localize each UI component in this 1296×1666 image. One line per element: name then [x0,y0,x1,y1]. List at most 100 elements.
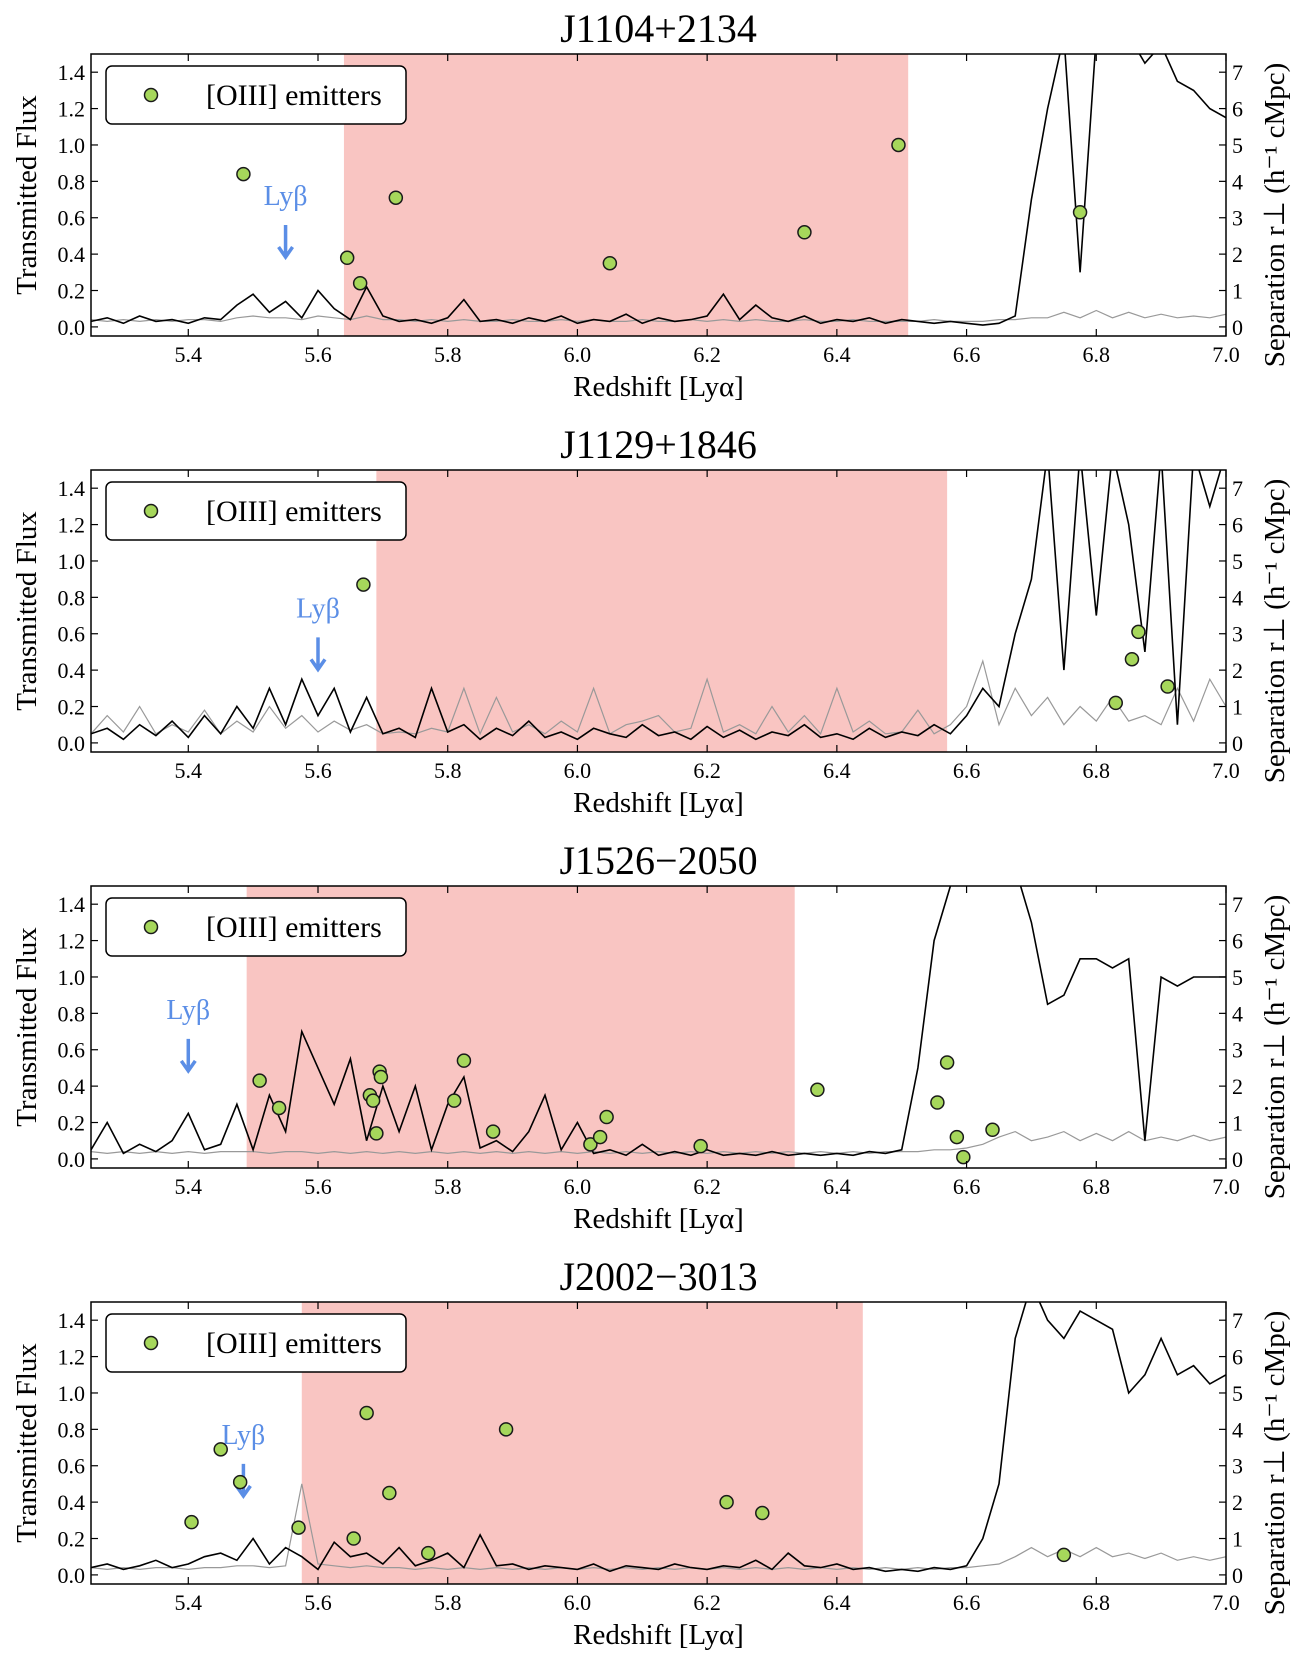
y2-tick-label: 2 [1232,1490,1243,1515]
x-tick-label: 6.2 [693,342,721,367]
y2-tick-label: 4 [1232,1001,1243,1026]
y2-tick-label: 0 [1232,1563,1243,1588]
y2-tick-label: 6 [1232,1345,1243,1370]
x-tick-label: 7.0 [1212,758,1240,783]
legend-box [105,1313,407,1373]
emitter-point [985,1122,1000,1138]
annotation-arrow [309,637,327,673]
y2-tick-label: 3 [1232,1454,1243,1479]
legend-label: [OIII] emitters [206,79,382,112]
emitter-point [939,1055,955,1070]
emitter-point [232,1474,248,1490]
panel: Lyβ [OIII] emitters J1526−2050 5.4 5.6 5.8 6.0… [11,838,1291,1235]
y2-tick-label: 4 [1232,585,1243,610]
emitter-point [421,1545,436,1561]
y2-axis-label: Separation r⊥ (h⁻¹ cMpc) [1259,1311,1291,1616]
y-tick-label: 1.4 [58,60,86,85]
y2-tick-label: 1 [1232,279,1243,304]
x-tick-label: 7.0 [1212,1590,1240,1615]
emitter-point [339,250,355,266]
y2-tick-label: 5 [1232,1381,1243,1406]
y2-tick-label: 0 [1232,731,1243,756]
emitter-point [583,1137,598,1152]
y-tick-label: 1.0 [58,549,86,574]
chart-title: J1129+1846 [560,422,757,467]
emitter-point [949,1129,965,1145]
x-tick-label: 5.6 [304,342,332,367]
y-tick-label: 1.0 [58,965,86,990]
y2-tick-label: 1 [1232,695,1243,720]
y-tick-label: 1.4 [58,476,86,501]
emitter-point [693,1138,708,1154]
highlight-span [343,54,909,336]
annotation-text: Lyβ [166,995,210,1026]
emitter-point [891,137,906,153]
legend-box [105,481,407,541]
y-tick-label: 0.8 [58,1001,86,1026]
x-tick-label: 6.8 [1083,1590,1111,1615]
panel: Lyβ [OIII] emitters J1104+2134 5.4 5.6 5.8 6.0… [11,6,1291,403]
emitter-point [184,1514,199,1530]
emitter-point [1056,1547,1072,1563]
legend-label: [OIII] emitters [206,911,382,944]
chart-title: J1104+2134 [560,6,757,51]
legend-label: [OIII] emitters [206,1327,382,1360]
y-tick-label: 0.2 [58,279,86,304]
emitter-point [346,1531,361,1546]
emitter-point [1160,679,1175,694]
emitter-point [956,1149,971,1165]
y2-tick-label: 4 [1232,169,1243,194]
x-tick-label: 6.6 [953,1590,981,1615]
spectrum-line [91,658,1226,736]
legend-box [105,897,407,957]
spectrum-line [91,470,1222,741]
y-axis-label: Transmitted Flux [11,927,43,1127]
y2-tick-label: 6 [1232,97,1243,122]
emitter-point [369,1126,384,1141]
x-tick-label: 5.6 [304,1590,332,1615]
emitter-point [1108,695,1123,711]
emitter-point [359,1405,374,1421]
x-tick-label: 6.6 [953,342,981,367]
y2-tick-label: 7 [1232,476,1243,501]
y-tick-label: 1.4 [58,1308,86,1333]
x-tick-label: 6.2 [693,1590,721,1615]
legend-marker [143,503,159,519]
spectrum-line [91,1302,1226,1573]
y2-tick-label: 2 [1232,242,1243,267]
highlight-span [376,470,948,752]
y-tick-label: 0.8 [58,585,86,610]
y-tick-label: 0.6 [58,622,86,647]
y2-tick-label: 4 [1232,1417,1243,1442]
y2-tick-label: 5 [1232,133,1243,158]
y2-axis-label: Separation r⊥ (h⁻¹ cMpc) [1259,479,1291,784]
x-tick-label: 5.4 [175,1590,203,1615]
emitter-point [456,1053,472,1068]
y2-tick-label: 3 [1232,622,1243,647]
emitter-point [1072,205,1088,220]
x-tick-label: 5.6 [304,758,332,783]
x-tick-label: 5.8 [434,1590,462,1615]
y-tick-label: 0.4 [58,658,86,683]
y2-tick-label: 5 [1232,965,1243,990]
x-tick-label: 6.4 [823,342,851,367]
x-tick-label: 5.6 [304,1174,332,1199]
x-axis-label: Redshift [Lyα] [573,371,744,403]
x-tick-label: 6.8 [1083,342,1111,367]
panel: Lyβ [OIII] emitters J1129+1846 5.4 5.6 5.8 6.0… [11,422,1291,819]
emitter-point [602,255,618,271]
emitter-point [365,1093,381,1108]
emitter-point [1124,651,1140,667]
emitter-point [352,275,368,291]
x-tick-label: 6.4 [823,1174,851,1199]
emitter-point [271,1100,287,1116]
x-tick-label: 5.4 [175,1174,203,1199]
y2-tick-label: 5 [1232,549,1243,574]
x-tick-label: 6.0 [564,342,592,367]
emitter-point [446,1093,462,1108]
plot-frame [90,885,1227,1169]
x-tick-label: 6.6 [953,758,981,783]
x-tick-label: 5.8 [434,342,462,367]
